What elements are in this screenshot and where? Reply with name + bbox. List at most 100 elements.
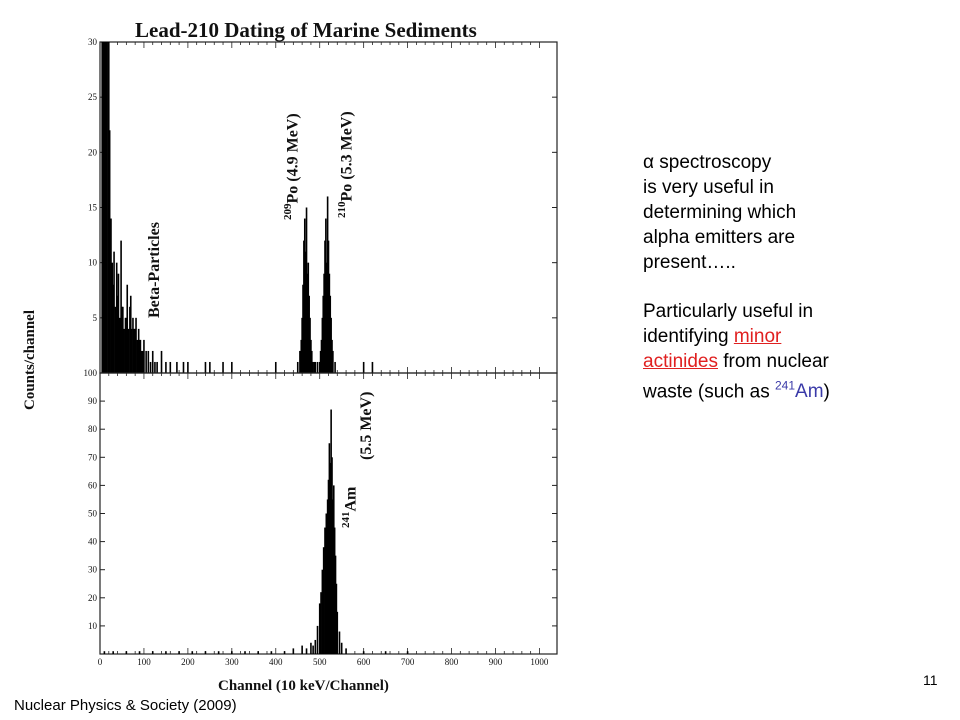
spectrum-bar-upper	[334, 361, 336, 373]
x-tick-label: 0	[98, 657, 103, 667]
spectrum-bar-lower	[332, 499, 334, 654]
spectrum-bar-upper	[136, 339, 139, 373]
spectrum-bar-upper	[107, 42, 109, 373]
highlight-actinides: actinides	[643, 351, 718, 372]
y-tick-label-lower: 30	[88, 565, 98, 575]
spectrum-bar-upper	[129, 295, 132, 373]
spectrum-bar-upper	[222, 361, 224, 373]
spectrum-bar-upper	[324, 240, 326, 373]
spectrum-bar-upper	[134, 328, 136, 373]
spectrum-bar-lower	[340, 642, 343, 654]
spectrum-bar-upper	[115, 262, 118, 373]
spectrum-bar-upper	[151, 350, 154, 373]
spectrum-bar-upper	[320, 339, 323, 373]
x-tick-label: 900	[489, 657, 503, 667]
spectrum-bar-upper	[133, 328, 136, 373]
spectrum-bar-upper	[113, 251, 115, 373]
spectrum-bar-upper	[323, 273, 325, 373]
spectrum-bar-upper	[149, 361, 152, 373]
spectrum-bar-lower	[322, 547, 325, 654]
spectrum-bar-upper	[176, 361, 178, 373]
annotation-beta-particles: Beta-Particles	[146, 222, 163, 318]
spectrum-bar-upper	[300, 339, 303, 373]
spectrum-bar-lower	[204, 651, 207, 654]
y-axis-label: Counts/channel	[22, 309, 38, 411]
spectrum-bar-upper	[301, 317, 303, 373]
spectrum-bar-upper	[204, 361, 207, 373]
y-tick-label-upper: 25	[88, 92, 98, 102]
spectrum-bar-upper	[325, 262, 328, 373]
spectrum-bar-lower	[270, 651, 273, 654]
spectrum-bar-upper	[165, 361, 167, 373]
y-tick-label-lower: 60	[88, 480, 98, 490]
y-tick-label-lower: 70	[88, 452, 98, 462]
spectrum-bar-upper	[326, 196, 329, 373]
spectrum-bar-lower	[112, 651, 114, 654]
spectrum-bar-lower	[338, 631, 341, 654]
spectrum-bar-upper	[120, 240, 122, 373]
spectrum-bar-upper	[305, 207, 308, 373]
spectrum-bar-upper	[129, 306, 131, 373]
spectrum-bar-upper	[140, 350, 143, 373]
spectrum-bar-lower	[329, 462, 332, 654]
spectrum-bar-lower	[325, 513, 328, 654]
spectrum-bar-upper	[321, 317, 324, 373]
y-tick-label-lower: 40	[88, 537, 98, 547]
spectrum-bar-upper	[145, 350, 147, 373]
spectrum-bar-upper	[143, 339, 145, 373]
spectrum-bar-upper	[330, 317, 332, 373]
spectrum-bar-upper	[118, 317, 121, 373]
spectrum-bar-lower	[292, 648, 295, 654]
spectrum-bar-lower	[330, 409, 332, 654]
spectrum-bar-upper	[156, 361, 158, 373]
spectrum-bar-upper	[307, 262, 310, 373]
y-tick-label-upper: 5	[93, 313, 98, 323]
spectrum-bar-lower	[312, 645, 314, 654]
spectrum-bar-upper	[182, 361, 185, 373]
spectrum-bar-upper	[139, 339, 142, 373]
spectrum-bar-upper	[122, 306, 124, 373]
spectrum-bar-lower	[151, 651, 154, 654]
x-tick-label: 100	[137, 657, 151, 667]
y-tick-label-upper: 10	[88, 258, 98, 268]
spectrum-bar-upper	[107, 42, 110, 373]
spectrum-bar-lower	[384, 651, 387, 654]
spectrum-bar-upper	[187, 361, 189, 373]
annotation-po210: 210Po (5.3 MeV)	[336, 111, 356, 218]
spectrum-bar-lower	[231, 651, 233, 654]
spectrum-bar-upper	[309, 317, 311, 373]
spectrum-bar-upper	[117, 273, 120, 373]
spectrum-bar-upper	[101, 42, 103, 373]
spectrum-bar-lower	[336, 611, 339, 654]
spectrum-bar-upper	[314, 361, 317, 373]
spectrum-bar-upper	[104, 42, 107, 373]
spectrum-bar-upper	[329, 295, 332, 373]
chart-title: Lead-210 Dating of Marine Sediments	[135, 18, 477, 42]
y-tick-label-upper: 15	[88, 203, 98, 213]
x-tick-label: 300	[225, 657, 239, 667]
spectrum-bar-upper	[318, 361, 321, 373]
spectrum-bar-upper	[231, 361, 233, 373]
paragraph-alpha: α spectroscopy is very useful in determi…	[643, 152, 797, 273]
spectrum-bar-lower	[316, 625, 319, 654]
spectrum-bar-upper	[304, 251, 307, 373]
spectrum-bar-upper	[328, 273, 331, 373]
spectrum-bar-upper	[135, 317, 137, 373]
spectrum-bar-upper	[110, 218, 112, 373]
spectrum-bar-upper	[116, 295, 119, 373]
y-tick-label-lower: 20	[88, 593, 98, 603]
spectrum-bar-lower	[314, 639, 317, 654]
spectrum-bar-upper	[209, 361, 211, 373]
y-tick-label-upper: 20	[88, 147, 98, 157]
spectrum-bar-lower	[178, 651, 180, 654]
x-tick-label: 400	[269, 657, 283, 667]
spectrum-bar-upper	[127, 328, 130, 373]
spectrum-bar-upper	[319, 350, 322, 373]
y-tick-label-lower: 100	[84, 368, 98, 378]
spectrum-bar-lower	[301, 645, 303, 654]
spectrum-bar-upper	[313, 361, 316, 373]
x-tick-label: 600	[357, 657, 371, 667]
spectrum-bar-upper	[105, 42, 108, 373]
spectrum-bar-lower	[191, 651, 194, 654]
spectrum-bar-upper	[111, 262, 114, 373]
